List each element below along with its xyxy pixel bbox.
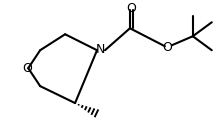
Text: N: N <box>95 43 105 56</box>
Text: O: O <box>126 2 136 15</box>
Text: O: O <box>22 62 32 75</box>
Text: O: O <box>162 41 172 54</box>
